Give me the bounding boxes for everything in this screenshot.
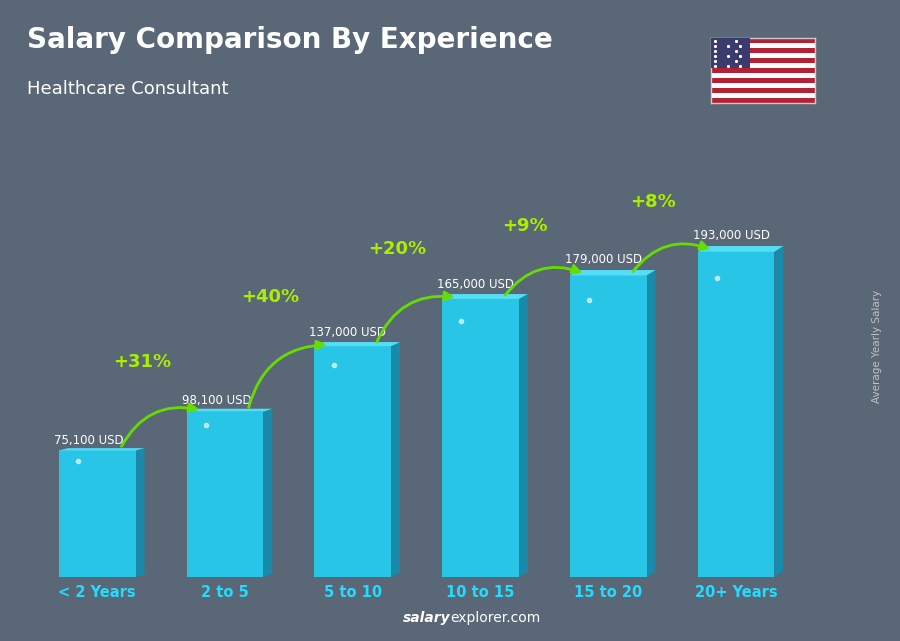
Text: 98,100 USD: 98,100 USD (182, 394, 251, 407)
Polygon shape (442, 294, 527, 299)
Text: 75,100 USD: 75,100 USD (54, 434, 123, 447)
Bar (711, 58, 814, 63)
Text: 179,000 USD: 179,000 USD (565, 253, 642, 267)
Text: salary: salary (402, 611, 450, 625)
Text: 137,000 USD: 137,000 USD (310, 326, 386, 339)
Bar (711, 38, 814, 44)
Polygon shape (570, 270, 655, 276)
Text: +9%: +9% (502, 217, 548, 235)
Polygon shape (264, 409, 273, 577)
Polygon shape (58, 448, 145, 451)
Text: explorer.com: explorer.com (450, 611, 540, 625)
Polygon shape (186, 409, 273, 412)
Bar (698, 252, 774, 577)
Text: 165,000 USD: 165,000 USD (437, 278, 514, 291)
Bar (570, 276, 646, 577)
Polygon shape (392, 342, 400, 577)
Bar (442, 299, 518, 577)
Bar (711, 53, 814, 58)
Bar (711, 83, 814, 88)
Bar (711, 44, 814, 48)
Bar (711, 88, 814, 93)
Bar (314, 346, 392, 577)
Bar (711, 38, 751, 68)
Polygon shape (698, 246, 783, 252)
Text: +40%: +40% (240, 288, 299, 306)
Bar (711, 93, 814, 97)
Bar (711, 63, 814, 68)
Text: +20%: +20% (368, 240, 427, 258)
Text: Salary Comparison By Experience: Salary Comparison By Experience (27, 26, 553, 54)
Text: Average Yearly Salary: Average Yearly Salary (872, 290, 883, 403)
Bar (711, 78, 814, 83)
Polygon shape (314, 342, 400, 346)
Text: +8%: +8% (630, 193, 676, 212)
Polygon shape (518, 294, 527, 577)
Text: Healthcare Consultant: Healthcare Consultant (27, 80, 229, 98)
Polygon shape (136, 448, 145, 577)
Bar (58, 451, 136, 577)
Bar (711, 48, 814, 53)
Text: +31%: +31% (112, 353, 171, 371)
Text: 193,000 USD: 193,000 USD (692, 229, 770, 242)
Bar (711, 68, 814, 73)
Polygon shape (774, 246, 783, 577)
Bar (711, 97, 814, 103)
Polygon shape (646, 270, 655, 577)
Bar (186, 412, 264, 577)
Bar (711, 73, 814, 78)
